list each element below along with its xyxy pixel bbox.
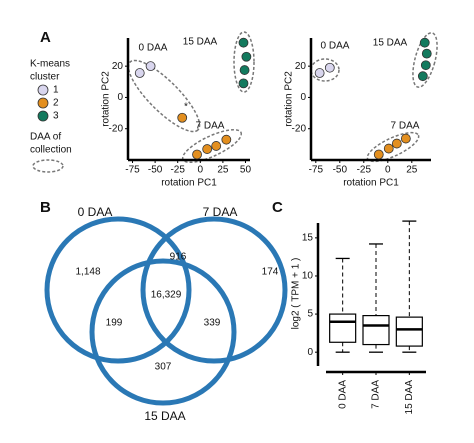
x-tick-label: -25: [170, 165, 185, 176]
point: [420, 60, 431, 71]
y-tick-label: 20: [112, 61, 124, 72]
venn-circle: [44, 216, 192, 364]
annotation: 7 DAA: [391, 121, 420, 132]
legend-label: 1: [53, 85, 59, 96]
point: [238, 78, 249, 89]
point: [192, 149, 202, 160]
region-count: 339: [204, 318, 221, 329]
y-tick-label: 10: [302, 271, 314, 282]
box: [329, 313, 357, 343]
panel-letter: A: [40, 29, 51, 46]
legend-title: K-means: [30, 59, 70, 70]
region-count: 916: [170, 252, 187, 263]
region-count: 16,329: [151, 290, 182, 301]
x-tick-label: 50: [240, 165, 252, 176]
y-tick-label: 5: [307, 309, 313, 320]
x-tick-label: 25: [406, 165, 418, 176]
annotation: 7 DAA: [196, 121, 225, 132]
x-tick-label: -25: [357, 165, 372, 176]
y-tick-label: 15: [302, 233, 314, 244]
x-tick-label: -75: [309, 165, 324, 176]
panel-letter: B: [40, 199, 51, 216]
set-label: 7 DAA: [203, 205, 238, 219]
x-axis-label: rotation PC1: [343, 178, 399, 189]
point: [373, 149, 384, 160]
box: [362, 315, 390, 346]
point: [383, 143, 394, 154]
y-tick-label: -20: [109, 123, 124, 134]
region-count: 307: [155, 362, 172, 373]
venn-circle: [89, 258, 237, 406]
annotation: 0 DAA: [139, 43, 168, 54]
x-tick-label: 7 DAA: [371, 380, 382, 409]
x-tick-label: -50: [148, 165, 163, 176]
legend-ellipse-label: collection: [30, 145, 72, 156]
y-tick-label: 0: [117, 92, 123, 103]
point: [238, 37, 249, 48]
annotation: 15 DAA: [373, 38, 408, 49]
box: [395, 316, 423, 347]
x-tick-label: 0: [385, 165, 391, 176]
legend-swatch: [37, 97, 49, 109]
set-label: 0 DAA: [78, 205, 113, 219]
venn-circle: [140, 216, 288, 364]
legend-title: cluster: [30, 72, 60, 83]
y-tick-label: 20: [295, 61, 307, 72]
x-tick-label: 25: [217, 165, 229, 176]
point: [419, 37, 430, 48]
x-tick-label: 0: [198, 165, 204, 176]
point: [221, 134, 232, 145]
point: [417, 71, 428, 82]
point: [239, 65, 250, 75]
point: [177, 112, 188, 123]
group-ellipse: [233, 31, 255, 93]
y-tick-label: -20: [292, 123, 307, 134]
x-tick-label: 15 DAA: [404, 380, 415, 415]
point: [241, 51, 252, 62]
x-tick-label: -50: [333, 165, 348, 176]
point: [391, 138, 402, 149]
annotation: 15 DAA: [183, 37, 218, 48]
legend-label: 2: [53, 98, 59, 109]
y-tick-label: 0: [300, 92, 306, 103]
set-label: 15 DAA: [144, 409, 185, 423]
legend-ellipse-label: DAA of: [30, 132, 61, 143]
legend-ellipse: [32, 159, 64, 173]
group-ellipse: [127, 59, 201, 133]
point: [314, 68, 325, 78]
y-tick-label: 0: [307, 347, 313, 358]
x-tick-label: -75: [125, 165, 140, 176]
region-count: 1,148: [75, 267, 100, 278]
legend-swatch: [37, 84, 49, 96]
point: [400, 133, 411, 144]
annotation: 0 DAA: [321, 41, 350, 52]
y-axis-label: rotation PC2: [284, 71, 295, 127]
panel-letter: C: [272, 199, 283, 216]
point: [421, 48, 432, 59]
group-ellipse: [412, 32, 438, 88]
annotation: *: [184, 102, 188, 113]
legend-label: 3: [53, 111, 59, 122]
group-ellipse: [310, 58, 340, 82]
point: [211, 141, 222, 151]
region-count: 174: [262, 267, 279, 278]
point: [145, 61, 156, 72]
region-count: 199: [106, 318, 123, 329]
y-axis-label: rotation PC2: [101, 71, 112, 127]
x-tick-label: 0 DAA: [337, 380, 348, 409]
point: [202, 144, 213, 154]
x-axis-label: rotation PC1: [161, 178, 217, 189]
y-axis-label: log2 ( TPM + 1 ): [291, 258, 302, 330]
legend-swatch: [37, 110, 49, 122]
point: [134, 68, 145, 78]
point: [324, 62, 335, 73]
